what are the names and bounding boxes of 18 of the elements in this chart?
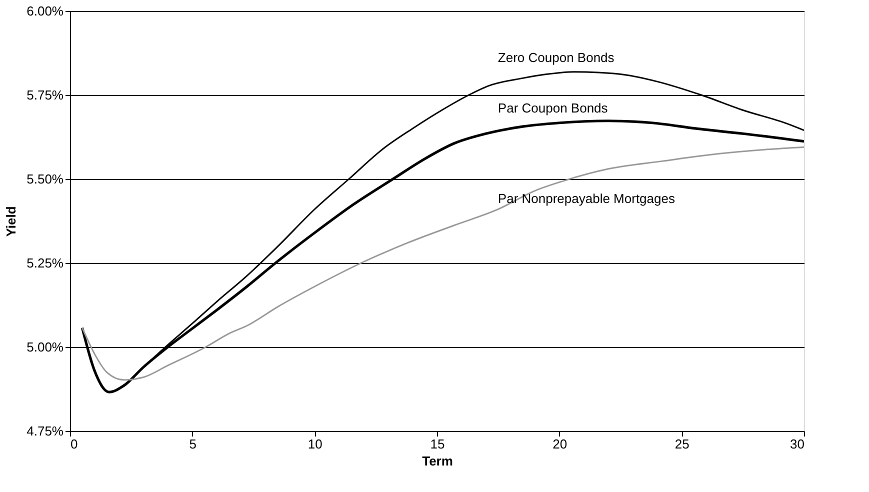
y-tick-label: 4.75% [26,424,64,438]
y-axis-title: Yield [4,206,19,237]
x-tick-label: 15 [430,436,445,452]
y-tick-label: 5.75% [26,88,64,102]
y-tick-label: 5.25% [26,256,64,270]
series-label: Par Nonprepayable Mortgages [498,191,676,206]
x-tick-label: 0 [70,436,78,452]
x-tick-label: 20 [552,436,568,452]
series-label: Par Coupon Bonds [498,100,608,116]
y-tick-label: 6.00% [26,4,64,18]
x-tick-label: 10 [308,436,322,452]
y-tick-label: 5.50% [26,172,64,186]
series-label: Zero Coupon Bonds [498,50,615,66]
x-tick-label: 25 [674,436,690,452]
y-tick-label: 5.00% [26,340,64,354]
x-axis-title: Term [422,454,453,468]
x-tick-label: 30 [790,436,804,452]
x-tick-label: 5 [189,436,196,452]
